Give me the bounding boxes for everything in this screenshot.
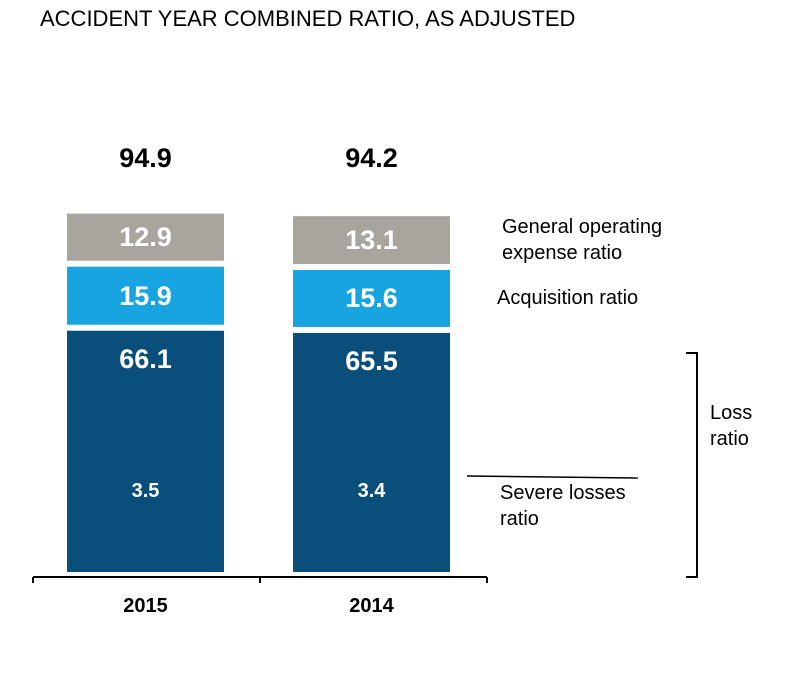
legend-label: Loss ratio: [710, 402, 753, 450]
severe-label: 3.4: [357, 480, 386, 502]
bar-segment: [293, 269, 450, 327]
bar-segment: [293, 332, 450, 572]
data-label: 12.9: [119, 222, 172, 253]
data-label: 13.1: [345, 225, 398, 256]
total-label: 94.9: [119, 143, 172, 173]
bar-segment: [67, 213, 224, 261]
legend-label: Acquisition ratio: [497, 287, 639, 310]
severe-label: 3.5: [131, 480, 160, 502]
bar-segment: [67, 266, 224, 325]
data-label: 15.9: [119, 280, 172, 311]
bar-segment: [293, 216, 450, 264]
data-label: 65.5: [345, 345, 398, 376]
chart-title: ACCIDENT YEAR COMBINED RATIO, AS ADJUSTE…: [40, 6, 576, 31]
data-label: 66.1: [119, 343, 172, 374]
x-tick-label: 2014: [349, 595, 394, 617]
bar-segment: [67, 330, 224, 572]
x-tick-label: 2015: [123, 595, 168, 617]
legend-label: General operating expense ratio: [502, 216, 663, 265]
pointer-line: [466, 475, 639, 479]
data-label: 15.6: [345, 283, 398, 314]
total-label: 94.2: [345, 143, 398, 173]
bracket: [686, 352, 698, 578]
legend-label: Severe losses ratio: [500, 482, 626, 530]
